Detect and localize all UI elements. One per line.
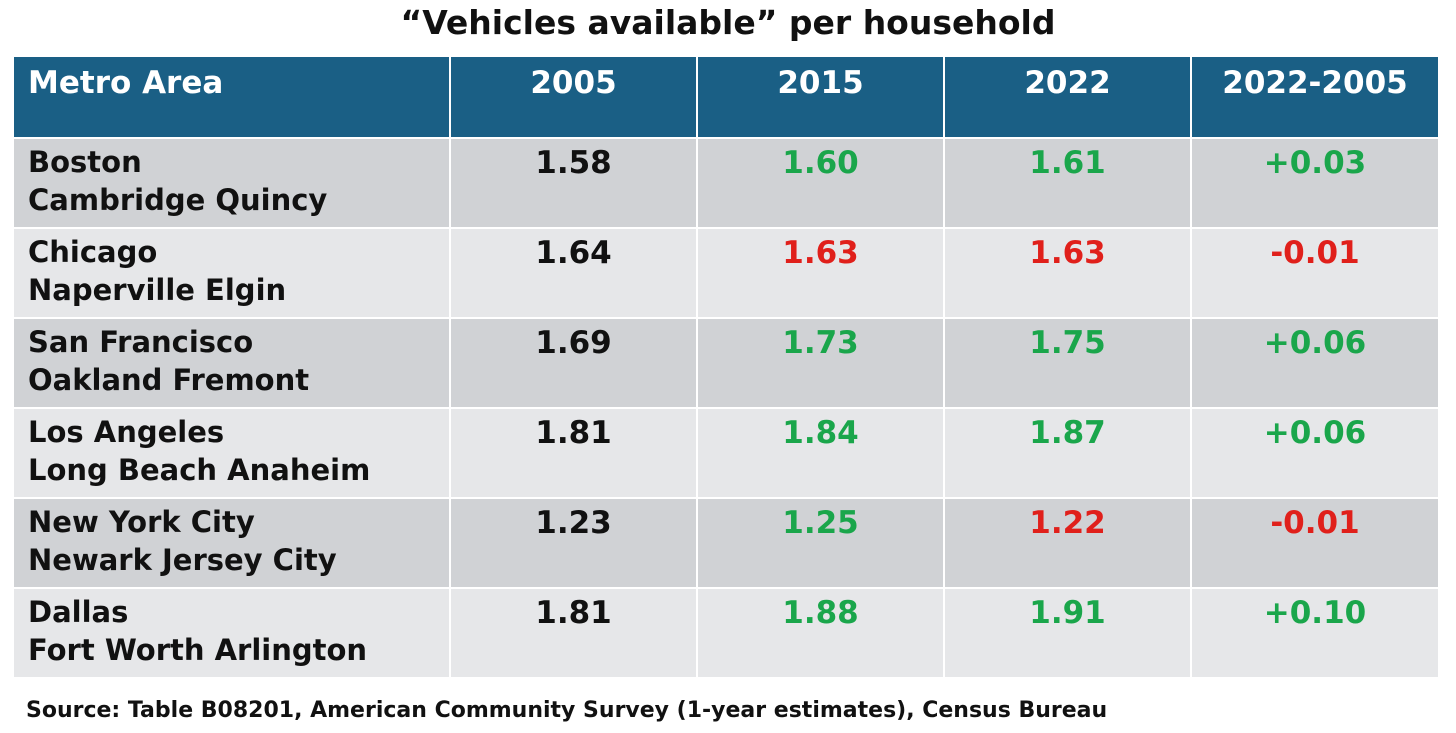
metro-area-line: Dallas: [28, 595, 129, 629]
metro-area-line: Chicago: [28, 235, 158, 269]
value-2015-cell: 1.88: [696, 587, 945, 679]
source-note: Source: Table B08201, American Community…: [26, 698, 1108, 723]
table-row: Chicago Naperville Elgin 1.64 1.63 1.63 -0.01: [12, 227, 1440, 319]
value-2022-cell: 1.63: [943, 227, 1192, 319]
value-2022-cell: 1.61: [943, 137, 1192, 229]
chart-title: “Vehicles available” per household: [400, 3, 1056, 42]
header-row: Metro Area 2005 2015 2022 2022-2005: [12, 55, 1440, 139]
value-2005-cell: 1.58: [449, 137, 698, 229]
table-body: Boston Cambridge Quincy 1.58 1.60 1.61 +0.03 C…: [12, 137, 1440, 679]
change-cell: +0.06: [1190, 407, 1440, 499]
value-2005-cell: 1.64: [449, 227, 698, 319]
change-cell: +0.06: [1190, 317, 1440, 409]
metro-area-cell: New York City Newark Jersey City: [12, 497, 451, 589]
metro-area-line: Long Beach Anaheim: [28, 453, 371, 487]
value-2015-cell: 1.60: [696, 137, 945, 229]
value-2015-cell: 1.73: [696, 317, 945, 409]
metro-area-line: Newark Jersey City: [28, 543, 337, 577]
metro-area-line: Fort Worth Arlington: [28, 633, 368, 667]
header-metro-area: Metro Area: [12, 55, 451, 139]
value-2015-cell: 1.25: [696, 497, 945, 589]
metro-area-cell: San Francisco Oakland Fremont: [12, 317, 451, 409]
value-2005-cell: 1.23: [449, 497, 698, 589]
value-2015-cell: 1.63: [696, 227, 945, 319]
value-2022-cell: 1.91: [943, 587, 1192, 679]
table-row: New York City Newark Jersey City 1.23 1.25 1…: [12, 497, 1440, 589]
value-2005-cell: 1.81: [449, 587, 698, 679]
metro-area-line: Oakland Fremont: [28, 363, 310, 397]
table-row: Boston Cambridge Quincy 1.58 1.60 1.61 +0.03: [12, 137, 1440, 229]
table-row: Los Angeles Long Beach Anaheim 1.81 1.84 1.8…: [12, 407, 1440, 499]
header-2005: 2005: [449, 55, 698, 139]
value-2022-cell: 1.22: [943, 497, 1192, 589]
value-2005-cell: 1.81: [449, 407, 698, 499]
value-2005-cell: 1.69: [449, 317, 698, 409]
metro-area-line: Naperville Elgin: [28, 273, 287, 307]
change-cell: +0.03: [1190, 137, 1440, 229]
metro-area-cell: Dallas Fort Worth Arlington: [12, 587, 451, 679]
metro-area-cell: Los Angeles Long Beach Anaheim: [12, 407, 451, 499]
change-cell: -0.01: [1190, 497, 1440, 589]
table-row: San Francisco Oakland Fremont 1.69 1.73 1.75…: [12, 317, 1440, 409]
header-2015: 2015: [696, 55, 945, 139]
table-row: Dallas Fort Worth Arlington 1.81 1.88 1.91 +0…: [12, 587, 1440, 679]
value-2022-cell: 1.87: [943, 407, 1192, 499]
metro-area-cell: Chicago Naperville Elgin: [12, 227, 451, 319]
metro-area-line: San Francisco: [28, 325, 254, 359]
metro-area-line: New York City: [28, 505, 255, 539]
metro-area-line: Los Angeles: [28, 415, 225, 449]
value-2022-cell: 1.75: [943, 317, 1192, 409]
metro-area-line: Boston: [28, 145, 142, 179]
header-2022: 2022: [943, 55, 1192, 139]
value-2015-cell: 1.84: [696, 407, 945, 499]
metro-area-cell: Boston Cambridge Quincy: [12, 137, 451, 229]
change-cell: +0.10: [1190, 587, 1440, 679]
vehicles-table: Metro Area 2005 2015 2022 2022-2005 Bost…: [12, 55, 1440, 679]
header-change: 2022-2005: [1190, 55, 1440, 139]
change-cell: -0.01: [1190, 227, 1440, 319]
metro-area-line: Cambridge Quincy: [28, 183, 328, 217]
